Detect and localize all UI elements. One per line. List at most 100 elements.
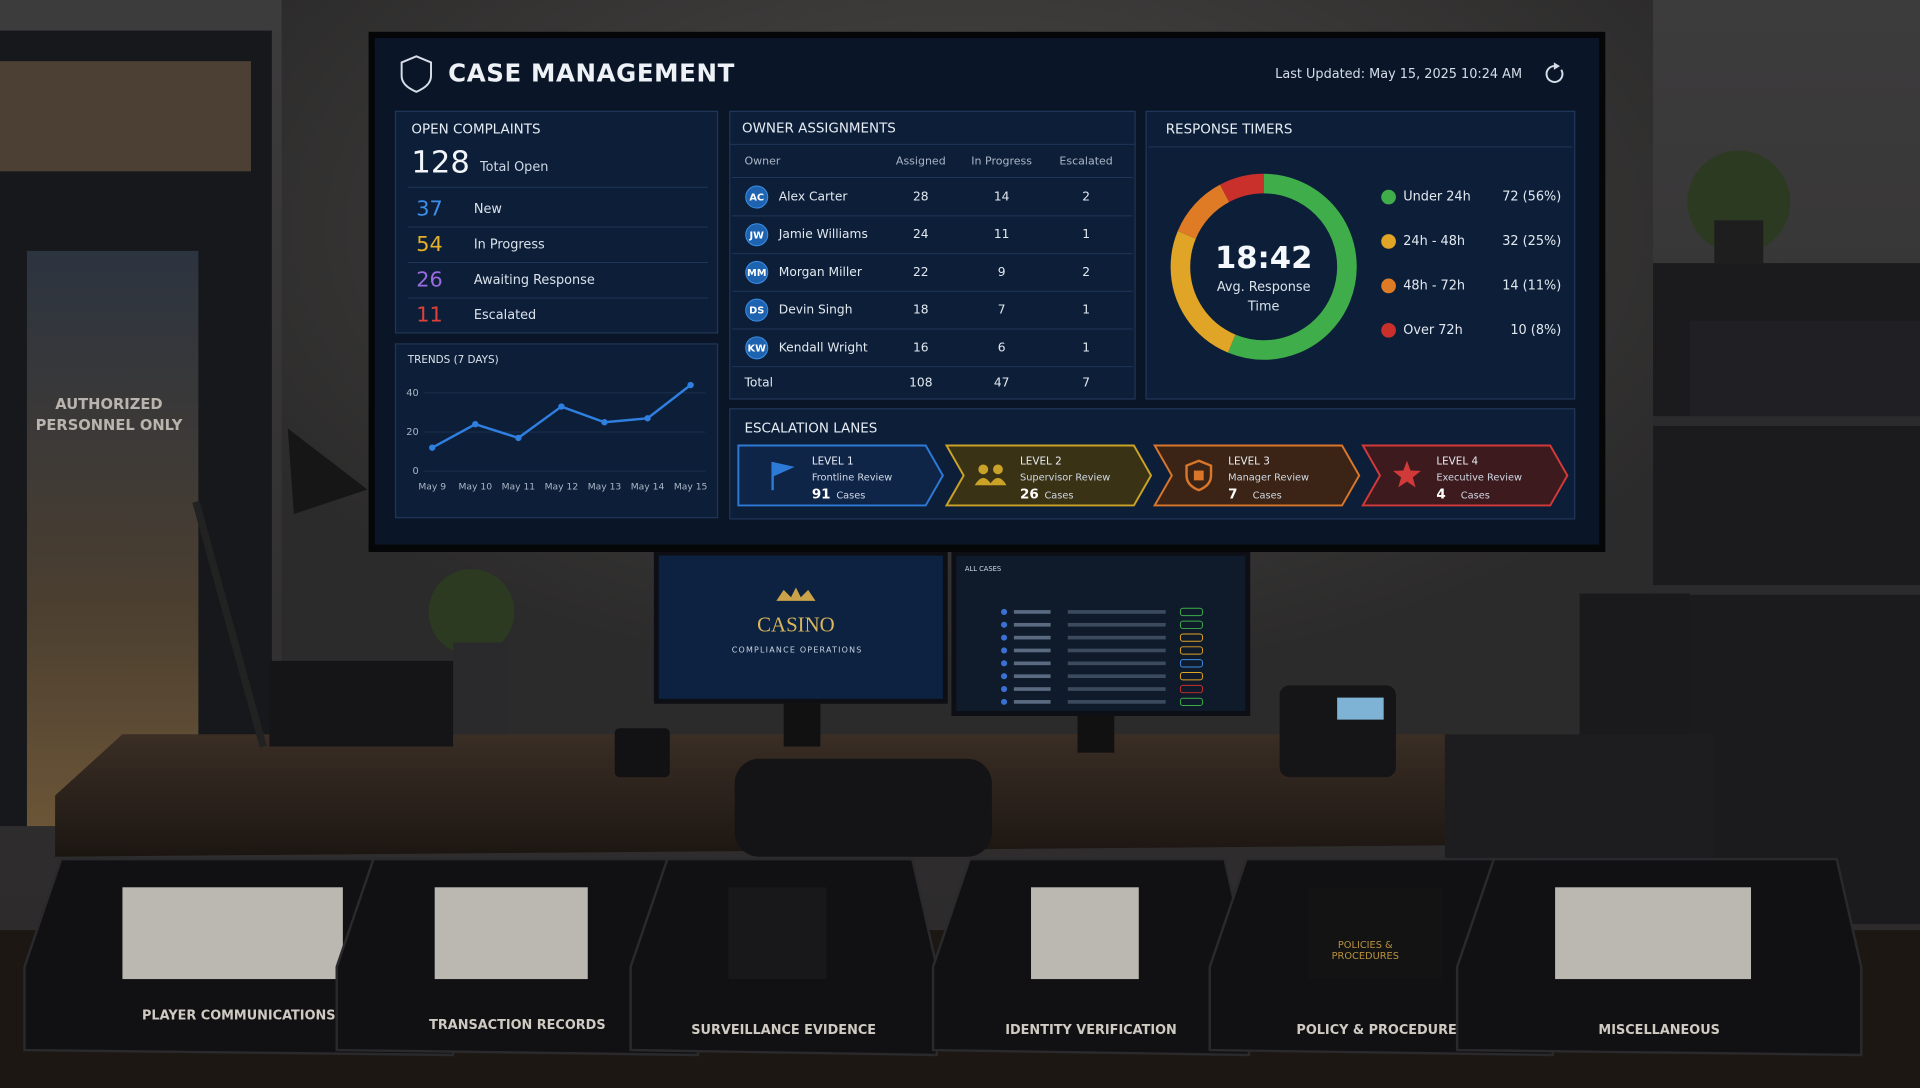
tray-stack	[269, 660, 454, 747]
owner-escalated: 2	[1082, 190, 1090, 204]
crown	[776, 587, 816, 601]
complaint-label: Escalated	[474, 308, 536, 323]
mini-cell	[1013, 648, 1051, 653]
trend-point	[515, 434, 522, 442]
lane-unit: Cases	[1253, 491, 1282, 502]
mini-cell	[1013, 700, 1051, 704]
trend-point	[687, 381, 694, 389]
owner-in-progress: 11	[994, 227, 1010, 241]
pot	[453, 642, 509, 735]
tray-label: IDENTITY VERIFICATION	[1005, 1023, 1177, 1038]
owner-in-progress: 9	[998, 265, 1006, 279]
tray-label: POLICY & PROCEDURES	[1296, 1023, 1466, 1038]
mini-dot	[1001, 647, 1008, 654]
panel-title: ESCALATION LANES	[744, 421, 877, 436]
x-tick-label: May 9	[418, 482, 446, 493]
mini-badge	[1179, 684, 1203, 694]
tray-label: TRANSACTION RECORDS	[429, 1018, 605, 1033]
avatar	[745, 223, 769, 247]
trend-point	[429, 444, 436, 451]
mini-badge	[1179, 620, 1203, 629]
panel-title: OWNER ASSIGNMENTS	[742, 122, 896, 137]
lane-count: 7	[1228, 487, 1237, 502]
avg-response-label: Avg. Response	[1217, 280, 1311, 295]
mini-cell	[1067, 648, 1166, 653]
shelf	[1653, 584, 1920, 595]
escalation-lane[interactable]	[1361, 444, 1569, 507]
avatar-initials: KW	[748, 343, 767, 354]
lane-icon	[1193, 470, 1204, 481]
mug	[614, 728, 670, 778]
panel-title: OPEN COMPLAINTS	[411, 123, 540, 138]
owner-escalated: 2	[1082, 265, 1090, 279]
x-tick-label: May 11	[502, 482, 536, 493]
owner-in-progress: 7	[998, 303, 1006, 317]
complaint-count: 11	[416, 303, 442, 327]
mini-badge	[1179, 633, 1203, 642]
column-header: Escalated	[1059, 155, 1112, 168]
dashboard-title: CASE MANAGEMENT	[448, 59, 735, 88]
legend-value: 72 (56%)	[1502, 190, 1561, 205]
lane-icon	[974, 477, 992, 486]
shelf	[1653, 416, 1920, 426]
mini-badge	[1179, 607, 1203, 617]
refresh-arrow[interactable]	[1553, 62, 1560, 70]
total-in-progress: 47	[994, 376, 1010, 390]
shield-icon	[400, 55, 432, 93]
escalation-lane[interactable]	[1153, 444, 1361, 507]
door-glass	[26, 250, 199, 827]
trays: PLAYER COMMUNICATIONS TRANSACTION RECORDS…	[23, 857, 1863, 1057]
refresh-icon[interactable]	[1545, 65, 1564, 83]
mini-cell	[1067, 700, 1166, 704]
mini-badge	[1179, 672, 1203, 681]
panel	[729, 110, 1136, 400]
mini-cell	[1013, 687, 1051, 691]
legend-dot	[1381, 278, 1396, 294]
lane-name: Frontline Review	[812, 472, 892, 483]
binders	[1579, 593, 1690, 743]
owner-in-progress: 6	[998, 340, 1006, 354]
tray-label: MISCELLANEOUS	[1598, 1023, 1719, 1038]
y-tick-label: 40	[406, 388, 418, 399]
tray-label: SURVEILLANCE EVIDENCE	[691, 1023, 876, 1038]
mini-dot	[1001, 634, 1008, 641]
monitor-screen	[658, 555, 943, 699]
owner-name: Kendall Wright	[779, 340, 868, 354]
mini-cell	[1067, 674, 1166, 679]
drawers	[1444, 734, 1715, 869]
tray-contents	[122, 887, 343, 980]
binder-text: PROCEDURES	[1332, 951, 1399, 962]
plant	[1687, 150, 1791, 254]
mini-dot	[1001, 673, 1008, 680]
total-assigned: 108	[909, 376, 932, 390]
complaint-count: 26	[416, 267, 442, 291]
complaint-count: 54	[416, 232, 442, 256]
monitor-stand	[783, 703, 821, 747]
monitor-table-title: ALL CASES	[965, 565, 1001, 573]
trend-point	[558, 403, 565, 410]
y-tick-label: 20	[406, 427, 418, 438]
lane-count: 91	[812, 487, 831, 502]
escalation-lane[interactable]	[737, 444, 944, 507]
x-tick-label: May 10	[459, 482, 493, 493]
column-header: Owner	[744, 155, 780, 168]
lane-level: LEVEL 4	[1436, 455, 1478, 467]
panel	[1145, 110, 1576, 400]
tray-contents	[1555, 887, 1752, 980]
lane-unit: Cases	[836, 491, 865, 502]
donut-segment	[1170, 173, 1357, 360]
mini-dot	[1001, 685, 1008, 693]
legend-dot	[1381, 234, 1396, 249]
mini-cell	[1013, 610, 1051, 614]
mini-cell	[1067, 635, 1166, 640]
escalation-lane[interactable]	[944, 444, 1153, 507]
owner-escalated: 1	[1082, 340, 1090, 354]
mini-cell	[1013, 661, 1051, 666]
mini-badge	[1179, 697, 1203, 707]
x-tick-label: May 14	[631, 482, 665, 493]
lamp-arm	[192, 500, 267, 748]
mini-badge	[1179, 659, 1203, 668]
column-header: In Progress	[971, 155, 1032, 168]
